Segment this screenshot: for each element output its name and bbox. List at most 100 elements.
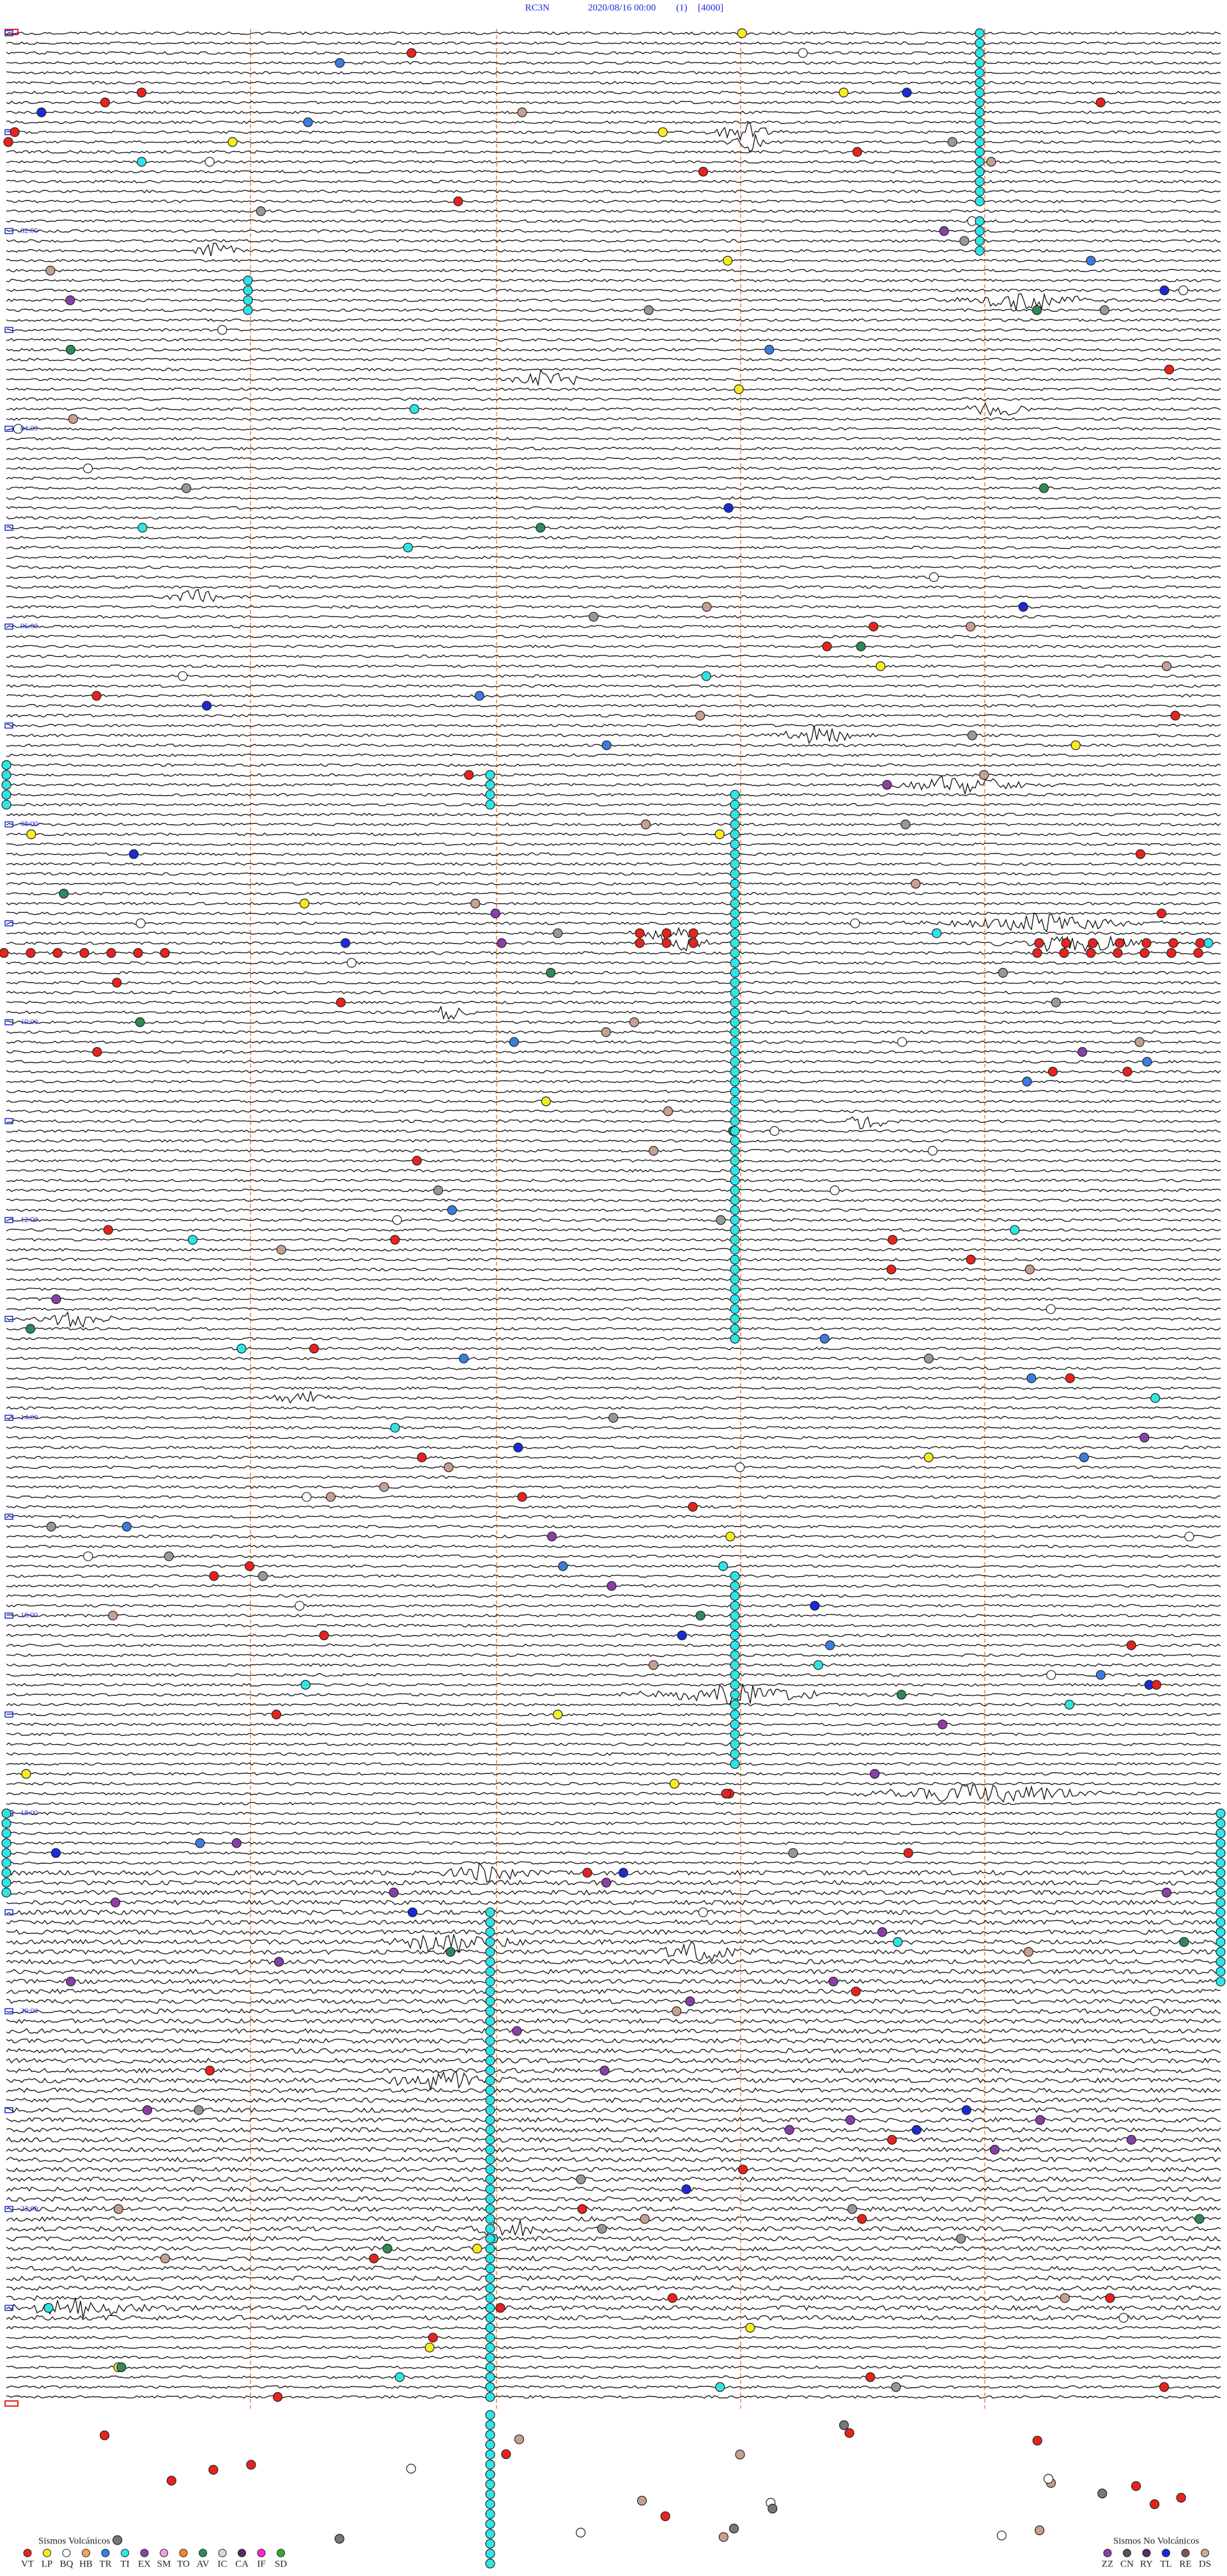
- trace: [6, 486, 1221, 490]
- trace: [6, 41, 1221, 45]
- trace: [6, 615, 1221, 619]
- event-marker: [46, 1521, 56, 1532]
- trace: [6, 447, 1221, 451]
- legend-label: TO: [177, 2559, 190, 2569]
- event-marker: [485, 2479, 495, 2490]
- event-marker: [1166, 948, 1177, 958]
- event-marker: [730, 1126, 740, 1136]
- event-marker: [730, 1176, 740, 1186]
- event-marker: [932, 928, 942, 939]
- event-marker: [340, 938, 351, 948]
- trace: [6, 51, 1221, 55]
- event-marker: [1131, 2481, 1141, 2491]
- events: [0, 28, 1226, 2569]
- event-marker: [911, 878, 921, 889]
- event-marker: [838, 88, 849, 98]
- trace: [6, 1070, 1221, 1074]
- event-marker: [160, 948, 170, 958]
- trace: [6, 1979, 1221, 1985]
- trace: [6, 725, 1221, 744]
- time-label: 04:00: [20, 424, 38, 433]
- event-marker: [490, 908, 500, 919]
- event-marker: [845, 2115, 856, 2125]
- trace: [6, 901, 1221, 906]
- event-marker: [1115, 938, 1125, 948]
- event-marker: [1161, 1887, 1171, 1897]
- event-marker: [1215, 1858, 1226, 1868]
- trace: [6, 456, 1221, 461]
- event-marker: [1118, 2313, 1129, 2323]
- trace: [6, 2186, 1221, 2193]
- event-marker: [112, 2535, 123, 2545]
- event-marker: [1, 790, 12, 800]
- trace: [6, 2375, 1221, 2379]
- trace: [6, 1030, 1221, 1034]
- event-marker: [730, 1660, 740, 1670]
- event-marker: [1086, 256, 1096, 266]
- trace: [6, 2356, 1221, 2359]
- event-marker: [1195, 938, 1205, 948]
- trace: [6, 1861, 1221, 1865]
- trace: [6, 1099, 1221, 1103]
- event-marker: [1051, 997, 1061, 1008]
- event-marker: [975, 38, 985, 49]
- legend-label: TL: [1160, 2559, 1171, 2569]
- event-marker: [1035, 2525, 1045, 2536]
- trace: [6, 1297, 1221, 1301]
- event-marker: [195, 1838, 205, 1848]
- event-marker: [1035, 2115, 1046, 2125]
- event-marker: [975, 137, 985, 147]
- time-label: 22:00: [20, 2204, 38, 2212]
- event-marker: [730, 1670, 740, 1680]
- event-marker: [10, 127, 20, 137]
- event-marker: [194, 2105, 204, 2115]
- legend-swatch: [121, 2549, 129, 2557]
- trace: [6, 1772, 1221, 1776]
- event-marker: [975, 236, 985, 246]
- hour-marker: [4, 30, 13, 36]
- time-label: 16:00: [20, 1611, 38, 1620]
- trace: [6, 1934, 1221, 1953]
- event-marker: [601, 1027, 611, 1038]
- trace: [6, 981, 1221, 985]
- trace: [6, 1060, 1221, 1064]
- event-marker: [1215, 1947, 1226, 1957]
- trace: [6, 1862, 1221, 1883]
- event-marker: [730, 1116, 740, 1126]
- event-marker: [390, 1423, 400, 1433]
- event-marker: [730, 1620, 740, 1630]
- event-marker: [851, 1986, 861, 1997]
- trace: [6, 1050, 1221, 1054]
- time-label: 18:00: [20, 1808, 38, 1817]
- event-marker: [45, 265, 56, 276]
- event-marker: [485, 2055, 495, 2066]
- event-marker: [975, 176, 985, 187]
- trace: [6, 229, 1221, 233]
- event-marker: [695, 1611, 706, 1621]
- trace: [6, 1208, 1221, 1212]
- event-marker: [618, 1867, 628, 1878]
- trace: [6, 891, 1221, 896]
- trace: [6, 546, 1221, 549]
- event-marker: [485, 2459, 495, 2470]
- event-marker: [730, 898, 740, 908]
- event-marker: [975, 167, 985, 177]
- trace: [6, 61, 1221, 65]
- event-marker: [392, 1215, 403, 1225]
- trace: [6, 402, 1221, 417]
- event-marker: [485, 2558, 495, 2569]
- trace: [6, 1564, 1221, 1568]
- event-marker: [485, 2419, 495, 2430]
- event-marker: [1, 799, 12, 810]
- event-marker: [730, 1749, 740, 1759]
- event-marker: [1, 1848, 12, 1858]
- event-marker: [975, 88, 985, 98]
- event-marker: [485, 1927, 495, 1937]
- event-marker: [966, 1254, 976, 1265]
- event-marker: [1113, 948, 1123, 958]
- trace: [6, 1040, 1221, 1044]
- event-marker: [409, 404, 420, 414]
- trace: [6, 1742, 1221, 1746]
- event-marker: [1194, 2214, 1205, 2224]
- event-marker: [730, 1245, 740, 1255]
